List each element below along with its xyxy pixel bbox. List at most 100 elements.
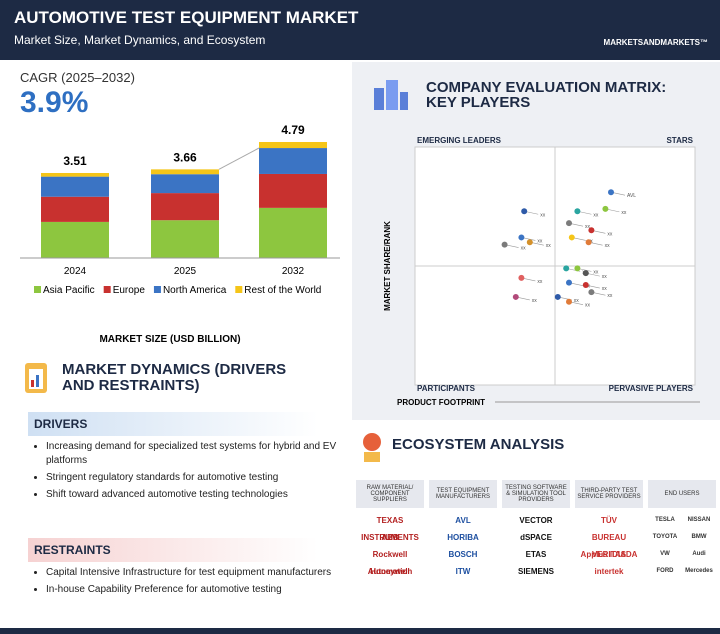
company-point — [568, 234, 575, 241]
list-item: Capital Intensive Infrastructure for tes… — [46, 566, 350, 580]
company-logo: Mercedes — [685, 568, 713, 574]
company-logo: AVL — [455, 516, 471, 525]
footer-bar — [0, 628, 720, 634]
company-logo: VW — [660, 551, 670, 557]
column-header: TEST EQUIPMENT MANUFACTURERS — [429, 480, 497, 508]
legend-label: Rest of the World — [244, 285, 321, 296]
point-label: xx — [605, 243, 611, 249]
quadrant-label: PARTICIPANTS — [417, 384, 476, 393]
company-logo: TEXAS INSTRUMENTS — [361, 516, 419, 542]
quadrant-label: STARS — [666, 136, 693, 145]
company-logo: BMW — [691, 534, 707, 540]
bar-segment — [151, 193, 219, 221]
trend-arrow — [218, 147, 260, 170]
company-point — [585, 239, 592, 246]
ecosystem-column: END USERS TESLA NISSAN TOYOTA BMW VW Audi FORD M… — [648, 480, 716, 580]
company-point — [574, 265, 581, 272]
point-label: xx — [585, 303, 591, 309]
point-label: xx — [574, 298, 580, 304]
total-label: 4.79 — [281, 123, 305, 137]
legend-swatch — [34, 286, 41, 293]
company-logo: BUREAU VERITAS — [591, 533, 627, 559]
point-label: xx — [607, 293, 613, 299]
company-logo: ITW — [455, 567, 471, 576]
point-label: xx — [607, 231, 613, 237]
cagr-value: 3.9% — [20, 86, 89, 119]
bar-segment — [41, 196, 109, 222]
company-point — [518, 234, 525, 241]
company-logo: NISSAN — [687, 517, 711, 523]
company-point — [582, 270, 589, 277]
company-point — [512, 293, 519, 300]
company-logo: TESLA — [655, 517, 675, 523]
company-logo: Honeywell — [370, 567, 410, 576]
point-label: AVL — [627, 193, 636, 199]
bar-segment — [151, 174, 219, 194]
ecosystem-column: RAW MATERIAL/ COMPONENT SUPPLIERS TEXAS I… — [356, 480, 424, 580]
icon — [25, 363, 47, 393]
header — [0, 0, 720, 60]
company-point — [566, 220, 572, 227]
company-point — [554, 293, 561, 300]
ecosystem-title: ECOSYSTEM ANALYSIS — [392, 436, 565, 453]
ecosystem: RAW MATERIAL/ COMPONENT SUPPLIERS TEXAS I… — [356, 480, 720, 620]
column-header: RAW MATERIAL/ COMPONENT SUPPLIERS — [356, 480, 424, 508]
company-point — [518, 274, 525, 281]
x-tick-label: 2024 — [64, 266, 87, 277]
point-label: xx — [593, 269, 599, 275]
company-logo: Applus IDIADA — [580, 550, 638, 559]
company-logo: FORD — [656, 568, 674, 574]
column-items: VECTOR dSPACE ETAS SIEMENS — [502, 508, 570, 580]
company-point — [588, 289, 595, 296]
restraints-list: Capital Intensive Infrastructure for tes… — [30, 566, 350, 600]
column-header: THIRD-PARTY TEST SERVICE PROVIDERS — [575, 480, 643, 508]
total-label: 3.51 — [63, 154, 87, 168]
x-tick-label: 2032 — [282, 266, 305, 277]
list-item: Increasing demand for specialized test s… — [46, 440, 340, 468]
point-label: xx — [537, 279, 543, 285]
bar-segment — [259, 148, 327, 174]
x-axis-label: MARKET SIZE (USD BILLION) — [99, 334, 240, 345]
column-items: AVL HORIBA BOSCH ITW — [429, 508, 497, 580]
company-logo: ETAS — [525, 550, 547, 559]
matrix-chart: EMERGING LEADERS STARS PARTICIPANTS PERVASI… — [383, 136, 700, 407]
point-label: xx — [621, 210, 627, 216]
x-axis-label: PRODUCT FOOTPRINT — [397, 398, 485, 407]
bar-segment — [41, 221, 109, 258]
bar-segment — [151, 169, 219, 175]
bar-chart: 3.51 2024 3.66 2025 4.79 2032 Asia Pacific Euro… — [20, 123, 340, 345]
company-point — [588, 227, 595, 234]
restraints-title: RESTRAINTS — [28, 538, 318, 562]
bar-segment — [259, 142, 327, 149]
point-label: xx — [540, 212, 546, 218]
company-logo: VECTOR — [519, 516, 553, 525]
company-point — [608, 189, 614, 196]
column-items: TÜV BUREAU VERITAS Applus IDIADA intertek — [575, 508, 643, 580]
bar-segment — [41, 176, 109, 197]
company-point — [566, 279, 572, 286]
point-label: xx — [532, 298, 538, 304]
icon — [363, 433, 381, 462]
subtitle: Market Size, Market Dynamics, and Ecosys… — [14, 33, 266, 47]
brand: MARKETSANDMARKETS™ — [603, 38, 708, 47]
point-label: xx — [521, 246, 527, 252]
matrix-title: COMPANY EVALUATION MATRIX: KEY PLAYERS — [426, 79, 667, 111]
point-label: xx — [585, 224, 591, 230]
total-label: 3.66 — [173, 150, 197, 164]
quadrant-label: EMERGING LEADERS — [417, 136, 502, 145]
company-logo: intertek — [594, 567, 624, 576]
column-header: END USERS — [648, 480, 716, 508]
ecosystem-column: TESTING SOFTWARE & SIMULATION TOOL PROVI… — [502, 480, 570, 580]
legend-label: Europe — [113, 285, 146, 296]
point-label: xx — [602, 286, 608, 292]
cagr-label: CAGR (2025–2032) — [20, 70, 135, 85]
drivers-title: DRIVERS — [28, 412, 318, 436]
point-label: xx — [537, 238, 543, 244]
company-point — [563, 265, 570, 272]
company-point — [526, 239, 533, 246]
company-point — [582, 282, 589, 289]
bar-segment — [259, 173, 327, 208]
x-tick-label: 2025 — [174, 266, 197, 277]
list-item: In-house Capability Preference for autom… — [46, 583, 350, 597]
